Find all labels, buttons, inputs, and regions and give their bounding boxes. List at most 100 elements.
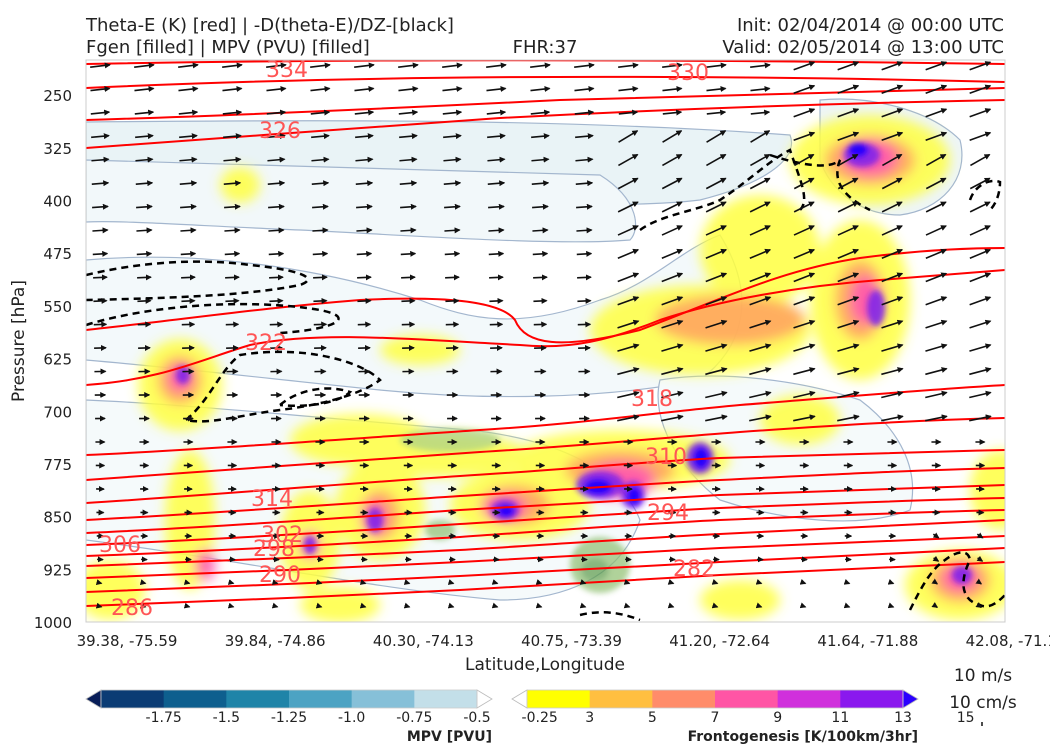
wind-vector [183, 602, 191, 609]
wind-vector [488, 203, 505, 210]
wind-vector [969, 248, 992, 260]
wind-vector [399, 133, 418, 140]
wind-vector [445, 297, 460, 304]
y-tick-label: 250 [43, 87, 72, 105]
x-tick-label: 39.84, -74.86 [225, 632, 326, 650]
wind-vector [618, 86, 639, 92]
wind-vector [617, 319, 640, 329]
wind-vector [662, 130, 683, 143]
wind-vector [135, 156, 154, 163]
wind-vector [267, 180, 286, 187]
wind-vector [932, 532, 940, 539]
colorbar-swatch [289, 690, 353, 708]
wind-vector [532, 203, 549, 210]
colorbar-tick-label: 15 [957, 710, 975, 726]
wind-vector [312, 227, 329, 234]
wind-vector [750, 153, 771, 167]
wind-vector [312, 203, 329, 210]
wind-vector [222, 62, 243, 69]
wind-vector [180, 203, 197, 210]
wind-vector [223, 156, 242, 163]
wind-vector [266, 62, 287, 69]
wind-vector [91, 156, 110, 163]
wind-vector [92, 227, 109, 234]
wind-vector [793, 177, 815, 190]
wind-vector [976, 532, 984, 539]
wind-vector [487, 156, 506, 163]
colorbar-swatch [101, 690, 165, 708]
wind-vector [489, 274, 504, 281]
colorbar-tip [511, 689, 528, 709]
wind-vector [705, 248, 728, 260]
wind-vector [711, 579, 719, 585]
wind-vector [881, 367, 904, 376]
wind-vector [793, 319, 816, 329]
wind-vector [531, 156, 550, 163]
wind-vector [750, 62, 771, 69]
wind-vector [925, 272, 948, 283]
wind-vector [134, 62, 155, 69]
wind-vector [530, 86, 551, 92]
wind-vector [136, 203, 153, 210]
wind-vector [793, 61, 816, 71]
wind-vector [224, 250, 241, 257]
wind-vector [315, 579, 323, 585]
theta-e-label: 310 [645, 445, 687, 470]
wind-vector [223, 133, 242, 140]
x-tick-label: 40.30, -74.13 [373, 632, 474, 650]
y-tick-label: 925 [43, 561, 72, 579]
wind-vector [532, 250, 549, 257]
wind-vector [357, 274, 372, 281]
wind-vector [662, 86, 683, 92]
wind-vector [533, 274, 548, 281]
colorbar-tick-label: 3 [585, 710, 594, 726]
colorbar-swatch [589, 690, 653, 708]
wind-vector [881, 131, 904, 142]
wind-vector [181, 297, 196, 304]
wind-vector [925, 367, 948, 376]
wind-vector [969, 390, 992, 399]
wind-vector [442, 109, 463, 116]
wind-vector [535, 602, 543, 609]
colorbar-swatch [527, 690, 591, 708]
wind-vector [398, 62, 419, 69]
theta-e-label: 298 [253, 537, 295, 562]
wind-vector [617, 201, 639, 213]
wind-vector [837, 177, 859, 190]
wind-vector [881, 248, 904, 260]
wind-vector [269, 297, 284, 304]
wind-vector [925, 131, 948, 142]
y-tick-label: 775 [43, 456, 72, 474]
wind-vector [136, 227, 153, 234]
wind-vector [705, 390, 728, 399]
theta-e-contour [86, 535, 1005, 579]
theta-e-label: 330 [667, 61, 709, 86]
wind-vector [533, 297, 548, 304]
wind-vector [793, 201, 815, 213]
wind-vector [618, 62, 639, 69]
wind-vector [576, 227, 593, 234]
plot-frame [85, 59, 1006, 623]
wind-vector [799, 579, 807, 585]
theta-e-contour [86, 547, 1005, 593]
wind-vector [705, 319, 728, 329]
theta-e-contour [86, 484, 1005, 534]
wind-vector [356, 227, 373, 234]
y-axis-ticks: 250 325 400 475 550 625 700 775 850 925 1000 [34, 87, 72, 632]
wind-vector [661, 248, 684, 260]
colorbar-swatch [652, 690, 716, 708]
wind-vector [925, 201, 947, 213]
wind-vector [271, 602, 279, 609]
wind-vector [881, 272, 904, 283]
wind-vector [881, 390, 904, 399]
wind-vector [969, 296, 992, 306]
wind-vector [488, 250, 505, 257]
wind-vector [92, 250, 109, 257]
wind-vector [491, 579, 499, 585]
wind-vector [837, 248, 860, 260]
wind-vector [969, 414, 992, 422]
wind-vector [579, 602, 587, 609]
wind-vector [793, 367, 816, 376]
wind-vector [749, 296, 772, 306]
fgen-colorbar-label: Frontogenesis [K/100km/3hr] [688, 729, 918, 745]
